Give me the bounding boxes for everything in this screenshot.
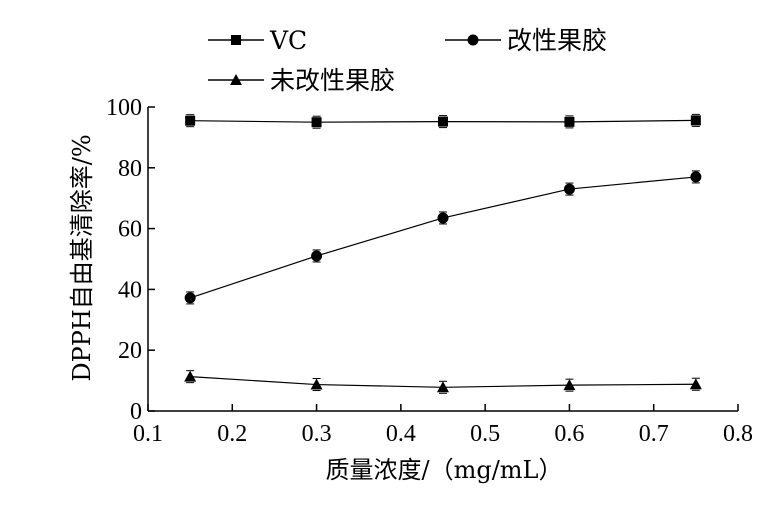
y-tick-label: 80 [118,156,142,182]
series-layer [184,113,702,394]
legend-label: 未改性果胶 [270,66,395,95]
x-axis-title: 质量浓度/（mg/mL） [326,456,563,484]
data-point [311,250,323,262]
y-tick-label: 40 [118,277,142,303]
data-point [564,116,575,127]
data-point [563,379,576,391]
legend-item: VC [208,26,307,55]
data-point [690,115,701,126]
data-point [311,117,322,128]
data-point [689,378,702,390]
legend-marker [230,74,242,85]
y-axis-title: DPPH自由基清除率/% [68,134,96,381]
x-tick-label: 0.5 [470,421,500,447]
x-tick-label: 0.1 [133,421,163,447]
series-triangle [184,370,702,394]
data-point [437,212,449,224]
y-tick-label: 100 [106,95,142,121]
legend-item: 未改性果胶 [208,66,395,95]
y-tick-label: 60 [118,217,142,243]
x-tick-label: 0.2 [217,421,247,447]
x-tick-label: 0.6 [554,421,584,447]
data-point [437,381,449,393]
x-tick-label: 0.7 [639,421,669,447]
legend-marker [467,34,479,46]
legend-label: 改性果胶 [507,26,607,55]
series-line [189,176,696,299]
legend-marker [231,35,241,45]
data-point [310,378,323,390]
data-point [184,292,196,304]
legend-label: VC [269,26,307,55]
y-tick-label: 20 [118,338,142,364]
legend-item: 改性果胶 [445,26,607,55]
x-tick-label: 0.4 [386,421,416,447]
data-point [563,183,575,195]
data-point [185,115,196,126]
axes: 0.1 0.2 0.3 0.4 0.5 0.6 0.7 0.8 0 20 40 60 80 100 [106,95,753,447]
series-square [185,113,701,129]
y-tick-label: 0 [130,399,142,425]
data-point [184,370,197,382]
series-circle [184,170,702,305]
x-tick-label: 0.3 [302,421,332,447]
x-tick-label: 0.8 [723,421,753,447]
data-point [690,171,702,183]
data-point [438,116,448,127]
